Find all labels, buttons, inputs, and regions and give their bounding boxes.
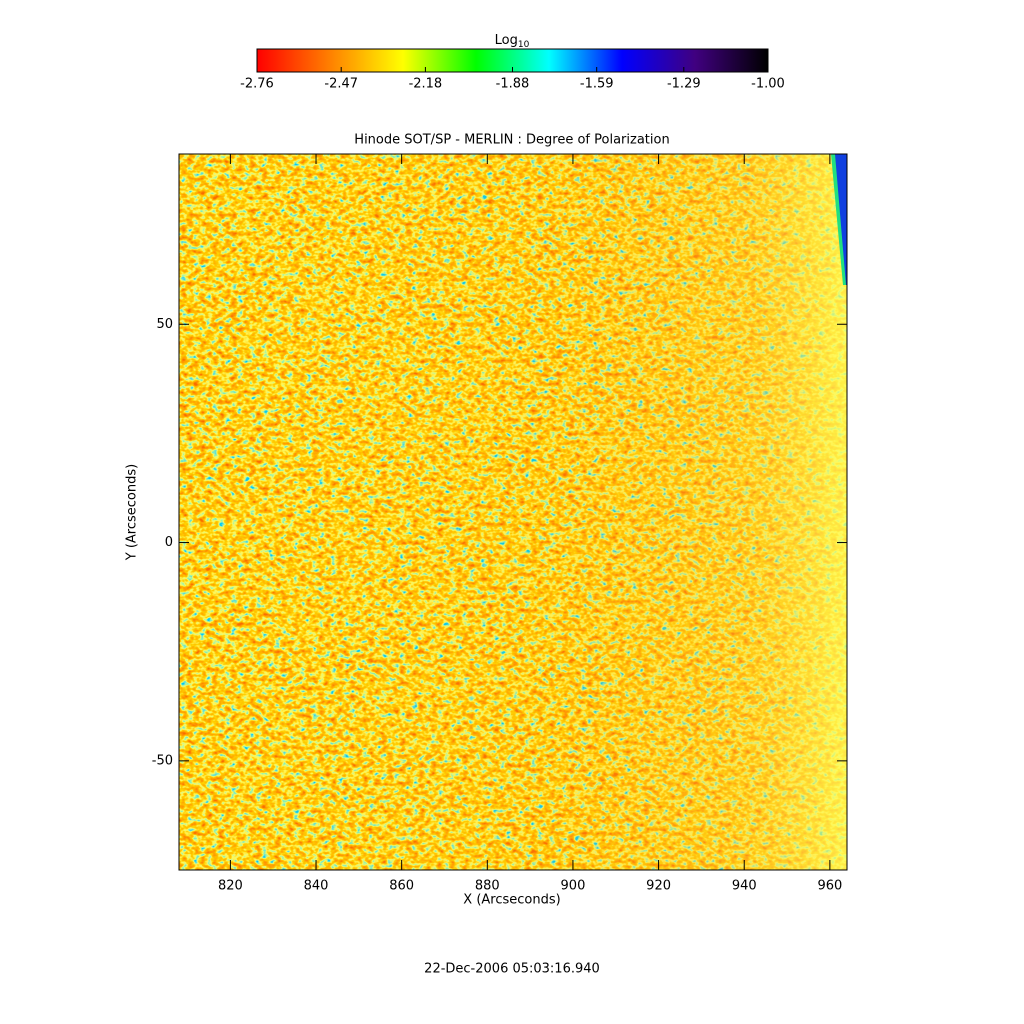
limb-brightening [179,154,847,870]
colorbar-tick-label: -1.29 [667,77,701,92]
colorbar-tick-label: -1.88 [496,77,530,92]
x-tick-label: 860 [389,879,414,894]
x-tick-label: 840 [304,879,329,894]
y-tick-label: 50 [156,317,173,332]
x-tick-label: 920 [646,879,671,894]
chart-title: Hinode SOT/SP - MERLIN : Degree of Polar… [354,133,669,148]
colorbar-tick-label: -2.76 [240,77,274,92]
timestamp: 22-Dec-2006 05:03:16.940 [424,962,600,977]
plot-frame [178,153,848,871]
colorbar-tick-label: -2.47 [324,77,358,92]
x-tick-label: 940 [732,879,757,894]
y-tick-label: 0 [165,535,173,550]
x-tick-label: 960 [817,879,842,894]
colorbar-tick-label: -1.00 [751,77,785,92]
colorbar-title: Log10 [495,33,530,50]
colorbar-title-subscript: 10 [518,40,530,50]
y-tick-label: -50 [152,753,173,768]
x-tick-label: 820 [218,879,243,894]
x-tick-label: 880 [475,879,500,894]
limb-edge [831,154,846,285]
colorbar-title-main: Log [495,33,518,48]
colorbar-tick-label: -2.18 [409,77,443,92]
image [179,154,847,870]
x-tick-label: 900 [561,879,586,894]
x-axis-label: X (Arcseconds) [463,893,560,908]
y-axis-label: Y (Arcseconds) [125,464,140,561]
colorbar-tick-label: -1.59 [580,77,614,92]
